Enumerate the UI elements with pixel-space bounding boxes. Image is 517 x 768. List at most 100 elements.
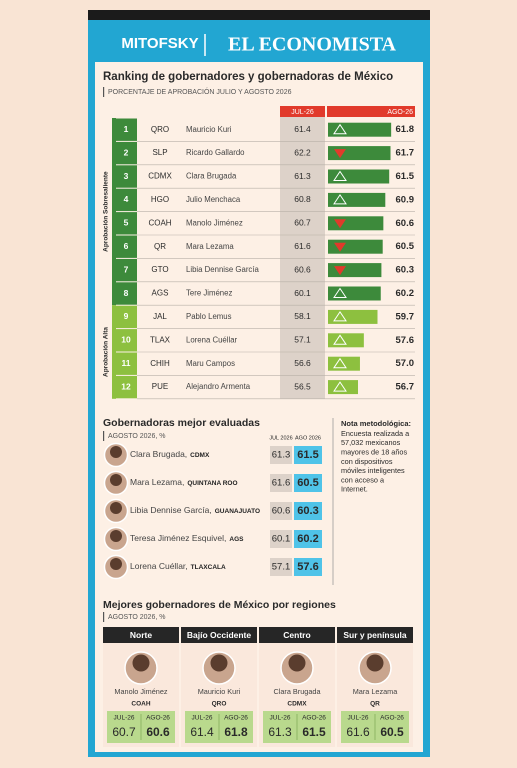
jul-value: 60.7	[294, 218, 311, 228]
state-code: SLP	[152, 148, 167, 157]
governor-name: Manolo Jiménez	[186, 218, 243, 227]
rank-box	[115, 329, 137, 352]
trend-up	[333, 310, 347, 322]
avatar-hair	[110, 558, 122, 570]
note-line: Internet.	[341, 485, 368, 494]
ago-value: 61.5	[302, 725, 326, 739]
ago-value: 60.5	[380, 725, 404, 739]
ago-value: 61.8	[224, 725, 248, 739]
governor-name: Clara Brugada,	[130, 449, 187, 459]
governor-name: Manolo Jiménez	[114, 687, 167, 696]
ago-label: AGO-26	[224, 715, 248, 722]
governor-name: Libia Dennise García	[186, 265, 259, 274]
rank: 2	[124, 147, 129, 157]
governor-label: Libia Dennise García, GUANAJUATO	[130, 505, 260, 515]
governor-name: Pablo Lemus	[186, 312, 232, 321]
note-line: Encuesta realizada a	[341, 429, 410, 438]
brand-left: MITOFSKY	[121, 35, 198, 52]
ago-value: 60.6	[146, 725, 170, 739]
ago-bar	[328, 239, 383, 254]
avatar-hair	[110, 446, 122, 458]
rank: 8	[124, 288, 129, 298]
state-code: HGO	[151, 195, 169, 204]
ago-value: 61.5	[297, 449, 318, 461]
trend-up	[333, 123, 347, 135]
rank: 1	[124, 124, 129, 134]
region-header-bg	[181, 627, 257, 643]
trend-down	[334, 149, 346, 159]
state-code: COAH	[148, 218, 171, 227]
ago-value: 60.5	[297, 477, 318, 489]
note-line: mayores de 18 años	[341, 448, 407, 457]
ago-label: AGO-26	[380, 715, 404, 722]
ago-bar	[328, 356, 360, 371]
column-header: AGO-26	[387, 109, 413, 116]
jul-value: 61.3	[272, 450, 291, 461]
state-name: GUANAJUATO	[215, 508, 260, 515]
trend-down	[334, 242, 346, 252]
ago-bar	[328, 263, 382, 278]
governor-name: Lorena Cuéllar,	[130, 561, 188, 571]
state-code: COAH	[131, 701, 150, 708]
rank: 3	[124, 171, 129, 181]
state-name: TLAXCALA	[191, 564, 226, 571]
rank: 4	[124, 194, 129, 204]
trend-up	[333, 334, 347, 345]
region-header-bg	[103, 627, 179, 643]
ago-bar	[328, 333, 364, 348]
rank: 6	[124, 241, 129, 251]
ago-value: 60.3	[396, 265, 415, 276]
subtitle-bar	[103, 431, 105, 441]
ago-box	[294, 474, 322, 492]
jul-value: 57.1	[272, 562, 291, 573]
jul-box	[270, 558, 292, 576]
jul-box	[270, 502, 292, 520]
jul-value: 60.8	[294, 194, 311, 204]
jul-value: 60.7	[112, 725, 136, 739]
jul-box	[270, 530, 292, 548]
jul-box	[270, 474, 292, 492]
ago-bar	[328, 216, 384, 231]
avatar-hair	[132, 654, 150, 672]
jul-value: 61.4	[294, 124, 311, 134]
jul-value: 56.5	[294, 381, 311, 391]
avatar-hair	[288, 654, 306, 672]
jul-value: 61.4	[190, 725, 214, 739]
region-header: Sur y península	[343, 630, 407, 640]
trend-down	[334, 266, 346, 276]
jul-value: 58.1	[294, 311, 311, 321]
ago-label: AGO-26	[146, 715, 170, 722]
region-header: Norte	[130, 630, 152, 640]
state-code: QRO	[212, 701, 227, 708]
rank-box	[115, 165, 137, 188]
brand-right: EL ECONOMISTA	[228, 34, 397, 56]
jul-value: 61.6	[294, 241, 311, 251]
column-header: JUL 2026	[269, 435, 292, 441]
governor-name: Mauricio Kuri	[186, 125, 232, 134]
governor-name: Clara Brugada	[186, 172, 237, 181]
rank: 11	[122, 358, 131, 368]
governor-name: Mara Lezama	[186, 242, 234, 251]
jul-label: JUL-26	[114, 715, 135, 722]
rank: 7	[124, 264, 129, 274]
ago-bar	[328, 122, 392, 137]
rank: 5	[124, 218, 129, 228]
governor-name: Julio Menchaca	[186, 195, 241, 204]
governor-name: Clara Brugada	[273, 687, 321, 696]
region-header: Centro	[283, 630, 310, 640]
rank-box	[115, 212, 137, 235]
subtitle-bar	[103, 612, 105, 622]
rank: 9	[124, 311, 129, 321]
group-strip	[112, 118, 116, 306]
note-title: Nota metodológica:	[341, 419, 411, 428]
jul-box	[270, 446, 292, 464]
governor-name: Libia Dennise García,	[130, 505, 212, 515]
jul-value: 60.6	[272, 506, 291, 517]
ago-value: 56.7	[396, 382, 415, 393]
ago-box	[294, 558, 322, 576]
column-tag	[280, 106, 325, 117]
rank: 10	[121, 335, 131, 345]
ago-box	[294, 446, 322, 464]
region-header-bg	[337, 627, 413, 643]
ago-value: 60.6	[396, 218, 415, 229]
